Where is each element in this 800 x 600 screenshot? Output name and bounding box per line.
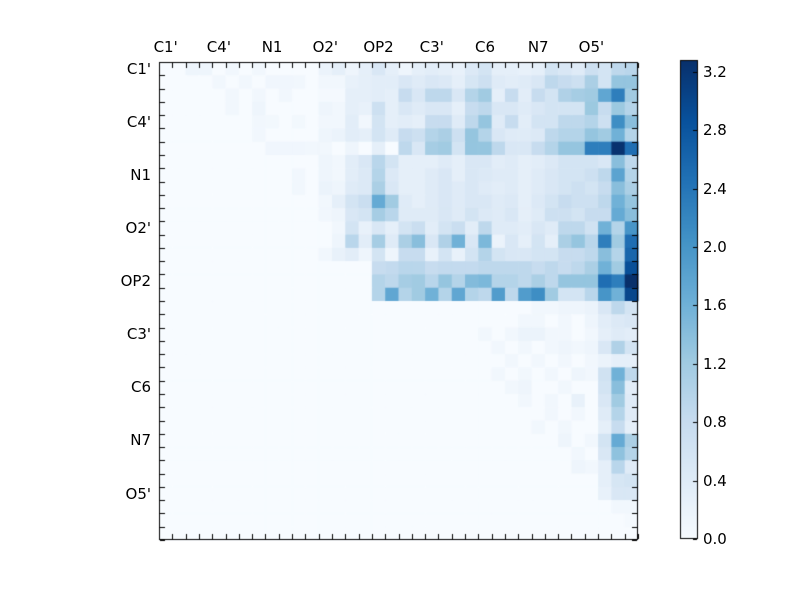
y-tick-label: C6 xyxy=(130,378,151,397)
x-tick-label: C1' xyxy=(153,38,178,56)
y-tick-label: C3' xyxy=(126,325,151,344)
y-tick-label: C1' xyxy=(126,59,151,78)
y-tick-label: N1 xyxy=(130,165,151,184)
x-tick-label: O5' xyxy=(578,38,605,56)
y-tick-label: OP2 xyxy=(120,272,151,291)
y-tick-label: N7 xyxy=(130,431,151,450)
x-tick-label: N7 xyxy=(527,38,549,56)
colorbar-tick-label: 0.4 xyxy=(703,471,727,490)
colorbar-tick-label: 2.0 xyxy=(703,237,727,256)
colorbar-tick-label: 2.4 xyxy=(703,179,727,198)
colorbar-tick-label: 0.0 xyxy=(703,530,727,548)
x-tick-label: O2' xyxy=(312,38,339,56)
x-tick-label: C6 xyxy=(474,38,495,56)
x-tick-label: N1 xyxy=(261,38,283,56)
x-tick-label: C4' xyxy=(206,38,231,56)
colorbar-tick-label: 0.8 xyxy=(703,413,727,432)
colorbar-tick-label: 3.2 xyxy=(703,62,727,81)
colorbar-tick-label: 1.6 xyxy=(703,296,727,315)
y-tick-label: O2' xyxy=(125,218,151,237)
y-tick-label: O5' xyxy=(125,484,151,503)
x-tick-label: OP2 xyxy=(363,38,394,56)
colorbar-tick-label: 1.2 xyxy=(703,354,727,373)
colorbar-tick-label: 2.8 xyxy=(703,121,727,140)
y-tick-label: C4' xyxy=(126,112,151,131)
x-tick-label: C3' xyxy=(419,38,444,56)
